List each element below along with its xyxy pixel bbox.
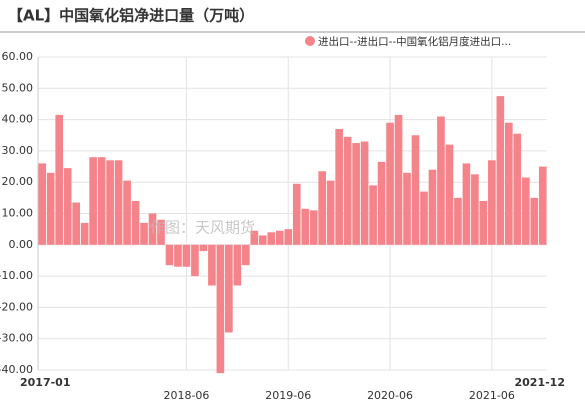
bar (89, 157, 97, 245)
y-tick-label: 60.00 (2, 50, 34, 63)
x-tick-label: 2017-01 (20, 376, 71, 389)
bar (326, 180, 335, 245)
bar (309, 210, 318, 245)
bar (233, 244, 242, 286)
bar (445, 144, 454, 245)
bar (471, 174, 479, 245)
y-tick-label: -30.00 (0, 332, 33, 345)
bar (46, 172, 55, 245)
bar (242, 244, 250, 266)
bar (123, 180, 131, 245)
bar (174, 244, 182, 267)
x-tick-label: 2020-06 (367, 389, 413, 402)
y-tick-label: 20.00 (2, 175, 34, 188)
bar (496, 96, 505, 245)
bar (352, 143, 360, 245)
bar (114, 160, 123, 245)
bar (420, 191, 428, 245)
bar (437, 116, 445, 245)
bar (267, 232, 276, 245)
bar (513, 133, 522, 245)
bar (318, 171, 327, 245)
bar (97, 157, 106, 245)
bar (157, 219, 165, 245)
y-tick-label: 0.00 (9, 238, 34, 251)
y-tick-label: 30.00 (2, 144, 34, 157)
bar (38, 163, 47, 245)
legend-swatch (305, 36, 315, 46)
y-tick-label: 50.00 (2, 81, 34, 94)
y-tick-label: 40.00 (2, 113, 34, 126)
bar (411, 135, 420, 245)
bar (140, 222, 148, 245)
y-tick-label: -40.00 (0, 363, 33, 376)
bar (199, 244, 208, 252)
bar (386, 122, 394, 245)
bar (377, 161, 386, 245)
bar (394, 114, 403, 245)
bar (55, 114, 64, 245)
bar (343, 136, 352, 245)
y-tick-label: -20.00 (0, 300, 33, 313)
bar (284, 229, 293, 245)
chart-title: 【AL】中国氧化铝净进口量（万吨） (8, 7, 254, 25)
x-tick-label: 2021-06 (469, 389, 515, 402)
bar (369, 185, 377, 245)
bar (258, 235, 267, 245)
bar (454, 197, 462, 245)
bar (403, 172, 411, 245)
bar (479, 200, 488, 245)
bar (292, 183, 301, 245)
bar (165, 244, 174, 266)
bar (250, 230, 259, 245)
bar (521, 177, 530, 245)
bar (538, 166, 547, 245)
bar (131, 200, 140, 245)
bar (191, 244, 199, 277)
legend-label: 进出口--进出口--中国氧化铝月度进出口... (318, 35, 511, 48)
bar (462, 163, 471, 245)
x-tick-label: 2018-06 (163, 389, 209, 402)
bar (182, 244, 191, 267)
bar (360, 141, 369, 245)
bar (148, 213, 157, 245)
bar (106, 160, 114, 245)
bar (428, 169, 437, 245)
bar (72, 202, 80, 245)
bar (505, 122, 513, 245)
bar (80, 222, 89, 245)
bar (488, 160, 496, 245)
bar (335, 128, 343, 245)
bar (208, 244, 216, 286)
x-tick-label: 2021-12 (515, 376, 566, 389)
bar (530, 197, 539, 245)
bar (216, 244, 225, 374)
bar (301, 208, 310, 245)
bar (275, 230, 284, 245)
y-tick-label: 10.00 (2, 207, 34, 220)
bar (225, 244, 233, 333)
bar (63, 168, 72, 245)
x-tick-label: 2019-06 (265, 389, 311, 402)
watermark: 作图：天风期货 (150, 219, 255, 237)
y-tick-label: -10.00 (0, 269, 33, 282)
